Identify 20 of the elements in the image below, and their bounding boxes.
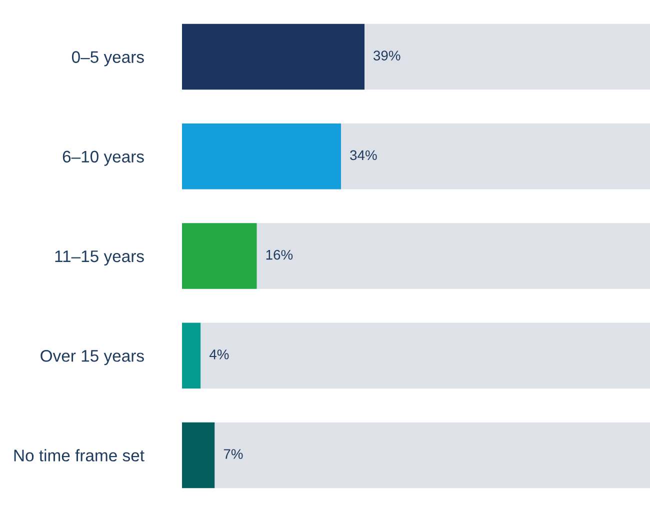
bar [364, 24, 650, 90]
bar [182, 422, 215, 488]
bar [214, 422, 650, 488]
y-tick-label: Over 15 years [40, 350, 144, 366]
data-label: 34% [350, 150, 377, 160]
data-label: 16% [266, 250, 293, 260]
bar [256, 223, 650, 289]
bar [200, 322, 650, 388]
data-label: 7% [224, 449, 243, 459]
y-tick-label: 11–15 years [55, 250, 144, 266]
bar [182, 124, 342, 190]
y-tick-label: No time frame set [14, 449, 144, 462]
y-tick-label: 6–10 years [62, 150, 144, 166]
bar [182, 322, 201, 388]
data-label: 4% [209, 350, 229, 360]
y-tick-label: 0–5 years [72, 51, 144, 66]
bar [341, 124, 650, 190]
bar [182, 24, 365, 90]
bar [182, 223, 257, 289]
data-label: 39% [373, 50, 400, 61]
